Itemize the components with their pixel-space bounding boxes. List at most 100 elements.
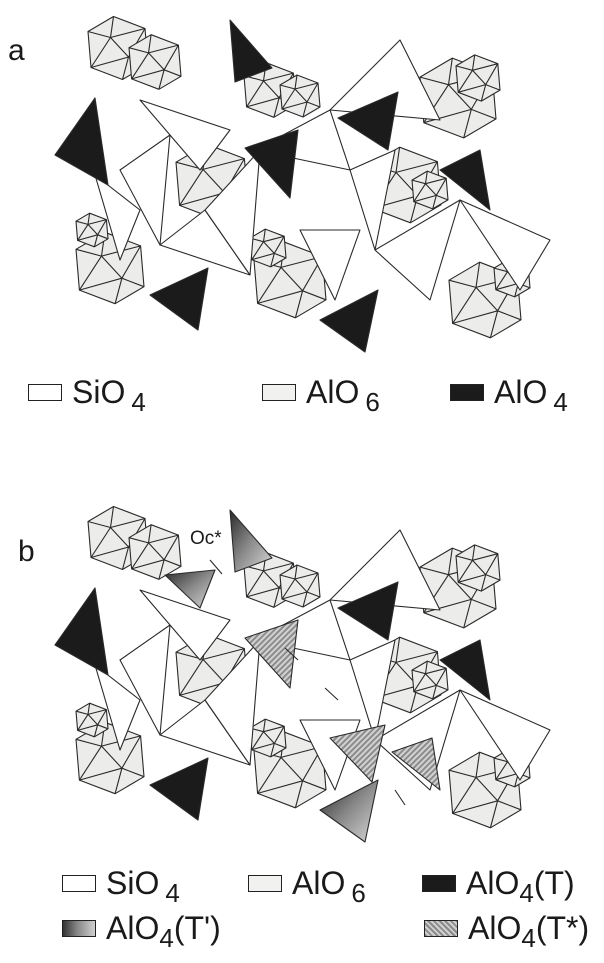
- alo6-octahedron-edge: [273, 97, 280, 118]
- legend-b-alo4tp-sub: 4: [159, 923, 174, 953]
- sio4-tetrahedron: [459, 199, 551, 291]
- alo6-octahedron-edge: [306, 101, 321, 108]
- legend-sio4-text: SiO: [72, 374, 126, 410]
- alo6-octahedron-edge: [471, 54, 476, 71]
- alo6-octahedron-edge: [263, 241, 275, 254]
- legend-b-alo4ts-text: AlO: [468, 910, 522, 946]
- alo6-octahedron-edge: [97, 724, 109, 730]
- alo6-octahedron-edge: [495, 271, 508, 290]
- panel-b-legend-alo4t: AlO 4 (T): [422, 865, 575, 908]
- alo6-octahedron-edge: [471, 598, 497, 610]
- alo4-tprime-tetrahedron: [319, 779, 379, 843]
- alo6-octahedron-edge: [280, 757, 304, 782]
- alo6-octahedron-edge: [495, 761, 508, 780]
- alo6-octahedron-edge: [294, 780, 304, 808]
- alo6-octahedron-edge: [472, 63, 498, 71]
- alo6-octahedron-edge: [294, 564, 298, 580]
- legend-b-alo4ts-suffix: (T*): [535, 910, 590, 946]
- alo6-octahedron-edge: [463, 109, 472, 139]
- alo6-swatch: [248, 875, 282, 892]
- alo4-tetrahedron: [149, 267, 209, 331]
- alo6-octahedron-edge: [179, 192, 225, 206]
- alo4-tetrahedron: [337, 581, 399, 641]
- alo6-octahedron-edge: [114, 278, 123, 304]
- panel-b-legend-sio4: SiO 4: [62, 865, 180, 908]
- alo6-octahedron-edge: [425, 183, 437, 196]
- alo6-octahedron-edge: [497, 310, 522, 321]
- alo6-octahedron-edge: [78, 745, 102, 781]
- alo6-octahedron-edge: [485, 84, 501, 91]
- alo6-octahedron-edge: [452, 310, 498, 324]
- sio4-tetrahedron: [119, 624, 171, 736]
- alo6-octahedron-edge: [436, 194, 449, 201]
- alo4-tprime-tetrahedron: [164, 569, 216, 609]
- alo6-octahedron-edge: [87, 520, 111, 529]
- alo6-octahedron-edge: [179, 682, 225, 696]
- legend-b-alo6-sub: 6: [351, 878, 366, 908]
- alo6-octahedron-edge: [432, 195, 437, 210]
- alo6-octahedron-edge: [497, 800, 522, 811]
- legend-b-sio4-text: SiO: [106, 865, 160, 901]
- alo6-octahedron-edge: [257, 757, 282, 794]
- alo6-octahedron-edge: [101, 745, 123, 769]
- legend-b-alo4tp-suffix: (T'): [173, 910, 221, 946]
- legend-b-alo4t-sub: 4: [519, 878, 534, 908]
- alo6-octahedron-edge: [480, 84, 487, 102]
- alo4-tetrahedron: [337, 91, 399, 151]
- alo6-octahedron-edge: [158, 69, 165, 90]
- alo6-octahedron-edge: [294, 578, 308, 593]
- alo6-octahedron-edge: [302, 101, 308, 118]
- alo6-octahedron-edge: [110, 27, 146, 39]
- legend-b-alo4ts-sub: 4: [521, 923, 536, 953]
- panel-a-legend-alo4: AlO 4: [450, 374, 568, 417]
- alo6-octahedron-edge: [87, 213, 91, 225]
- alo6-octahedron-edge: [280, 267, 304, 292]
- alo6-octahedron-edge: [281, 578, 296, 600]
- alo6-octahedron-edge: [425, 177, 447, 185]
- alo6-octahedron-edge: [274, 252, 287, 259]
- alo6-octahedron-edge: [495, 772, 519, 781]
- alo6-octahedron-edge: [493, 757, 508, 763]
- alo6-octahedron-edge: [448, 574, 472, 600]
- alo4-tetrahedron: [319, 289, 379, 353]
- alo6-octahedron-edge: [147, 34, 152, 53]
- sio4-tetrahedron: [459, 689, 551, 781]
- sio4-tetrahedron: [349, 149, 396, 251]
- alo6-octahedron-edge: [202, 169, 226, 194]
- alo6-octahedron-edge: [435, 178, 447, 196]
- alo6-octahedron: [455, 54, 501, 102]
- alo6-octahedron-edge: [472, 553, 498, 561]
- alo6-octahedron-edge: [424, 171, 428, 184]
- alo6-octahedron-edge: [452, 777, 477, 814]
- alo6-octahedron-edge: [463, 599, 472, 629]
- alo6-octahedron-edge: [79, 767, 123, 781]
- alo6-octahedron-edge: [202, 648, 245, 660]
- alo6-octahedron-edge: [75, 248, 102, 257]
- alo6-octahedron-edge: [413, 194, 437, 203]
- alo6-octahedron-edge: [471, 108, 497, 120]
- alo6-octahedron-edge: [109, 16, 115, 38]
- alo6-octahedron-edge: [302, 290, 327, 301]
- alo6-octahedron-edge: [472, 559, 487, 575]
- alo6-octahedron-edge: [302, 591, 308, 608]
- alo6-octahedron-edge: [97, 709, 107, 726]
- alo6-octahedron-edge: [455, 65, 473, 71]
- alo6-octahedron-edge: [257, 780, 303, 794]
- alo6-octahedron-edge: [425, 667, 447, 675]
- alo6-octahedron-edge: [90, 37, 111, 68]
- sio4-tetrahedron: [119, 134, 171, 246]
- alo6-octahedron: [75, 702, 109, 738]
- alo6-octahedron-edge: [472, 69, 487, 85]
- oc-star-pointer: [209, 559, 223, 575]
- panel-b-label: b: [18, 535, 35, 568]
- alo6-octahedron-edge: [158, 559, 165, 580]
- panel-a-label: a: [8, 34, 25, 67]
- alo6-octahedron-edge: [179, 659, 204, 696]
- alo6-octahedron-edge: [257, 290, 303, 304]
- alo6-octahedron-edge: [90, 546, 129, 559]
- panel-a-legend-sio4: SiO 4: [28, 374, 146, 417]
- alo6-octahedron-edge: [413, 673, 426, 692]
- alo4-tetrahedron: [229, 19, 273, 83]
- alo6-octahedron: [75, 212, 109, 248]
- alo6-octahedron-edge: [413, 684, 437, 693]
